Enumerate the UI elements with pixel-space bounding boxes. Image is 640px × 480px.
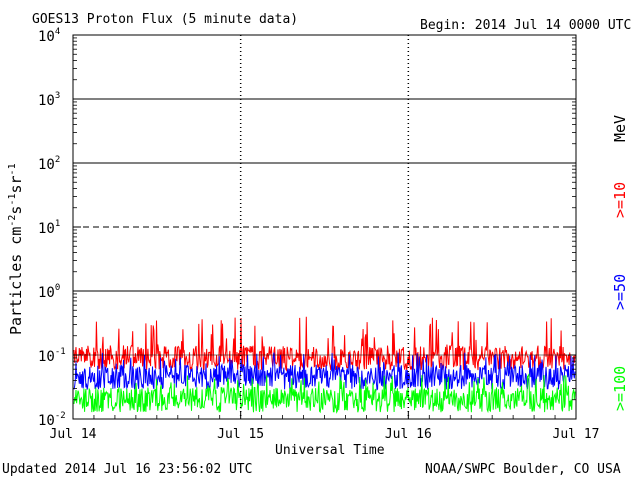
y-tick-label-6: 104: [38, 27, 60, 45]
y-tick-label-1: 10-1: [38, 347, 66, 365]
x-tick-label-3: Jul 17: [553, 427, 600, 442]
legend-item-50mev: >=50: [611, 274, 629, 310]
y-tick-label-2: 100: [38, 283, 60, 301]
legend-item-100mev: >=100: [611, 366, 629, 411]
legend-unit: MeV: [611, 115, 629, 142]
updated-timestamp: Updated 2014 Jul 16 23:56:02 UTC: [2, 462, 252, 477]
x-axis-label: Universal Time: [275, 443, 385, 458]
chart-title: GOES13 Proton Flux (5 minute data): [32, 12, 298, 27]
y-axis-label: Particles cm-2s-1sr-1: [7, 163, 25, 335]
noaa-credit: NOAA/SWPC Boulder, CO USA: [425, 462, 621, 477]
legend: MeV >=10 >=50 >=100: [611, 115, 629, 411]
x-tick-label-1: Jul 15: [217, 427, 264, 442]
series-line-2: [73, 372, 576, 414]
legend-item-10mev: >=10: [611, 182, 629, 218]
begin-date: Begin: 2014 Jul 14 0000 UTC: [420, 18, 631, 33]
x-tick-label-2: Jul 16: [385, 427, 432, 442]
y-tick-label-4: 102: [38, 155, 60, 173]
y-tick-label-3: 101: [38, 219, 60, 237]
x-tick-label-0: Jul 14: [50, 427, 97, 442]
grid-layer: [73, 35, 576, 419]
y-tick-label-5: 103: [38, 91, 60, 109]
series-line-0: [73, 316, 576, 372]
y-axis-label-text: Particles cm-2s-1sr-1: [7, 163, 25, 335]
series-layer: [73, 316, 576, 414]
series-line-1: [73, 352, 576, 391]
